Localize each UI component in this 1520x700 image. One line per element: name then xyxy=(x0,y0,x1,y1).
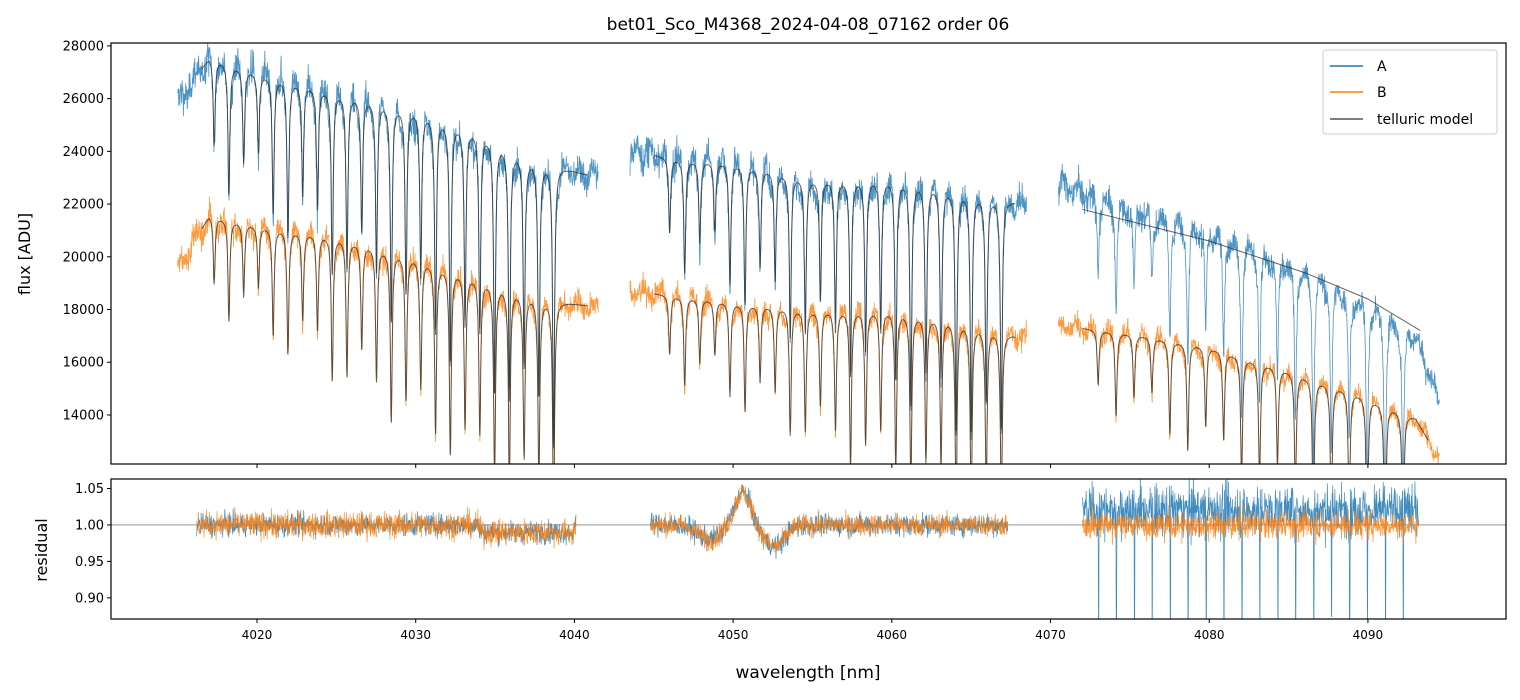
x-tick-label: 4090 xyxy=(1353,628,1384,642)
telluric-model-b-segment-0 xyxy=(201,218,587,464)
y-tick-label: 22000 xyxy=(63,198,104,213)
residual-y-tick-label: 1.00 xyxy=(75,518,104,533)
x-tick-label: 4060 xyxy=(877,628,908,642)
y-tick-label: 24000 xyxy=(63,145,104,160)
x-tick-label: 4080 xyxy=(1194,628,1225,642)
residual-y-tick-label: 0.90 xyxy=(75,591,104,606)
y-tick-label: 18000 xyxy=(63,303,104,318)
legend-label-b: B xyxy=(1377,85,1387,101)
x-tick-label: 4040 xyxy=(559,628,590,642)
flux-panel-frame xyxy=(110,42,1507,465)
residual-b-segment-1 xyxy=(650,484,1009,553)
legend-label-model: telluric model xyxy=(1377,112,1473,128)
flux-panel xyxy=(177,43,1440,464)
x-tick-label: 4070 xyxy=(1035,628,1066,642)
series-b-segment-2 xyxy=(1058,310,1440,464)
telluric-model-a-segment-2 xyxy=(1082,208,1421,332)
series-a-segment-1 xyxy=(629,135,1027,441)
telluric-model-a-segment-1 xyxy=(653,155,1016,432)
residual-b-segment-2 xyxy=(1081,503,1420,546)
x-tick-label: 4020 xyxy=(242,628,273,642)
series-a-segment-2 xyxy=(1058,163,1440,464)
residual-y-tick-label: 1.05 xyxy=(75,482,104,497)
telluric-model-b-segment-1 xyxy=(653,293,1016,464)
residual-panel-frame xyxy=(110,478,1507,620)
y-tick-label: 16000 xyxy=(63,356,104,371)
legend: A B telluric model xyxy=(1322,49,1498,135)
chart-title: bet01_Sco_M4368_2024-04-08_07162 order 0… xyxy=(607,15,1010,35)
y-tick-label: 26000 xyxy=(63,92,104,107)
residual-y-tick-label: 0.95 xyxy=(75,555,104,570)
residual-panel xyxy=(111,479,1506,619)
y-tick-label: 14000 xyxy=(63,408,104,423)
series-b-segment-0 xyxy=(177,196,599,464)
series-b-segment-1 xyxy=(629,271,1027,464)
telluric-model-b-segment-2 xyxy=(1082,328,1429,464)
bottom-ylabel: residual xyxy=(32,518,51,581)
x-tick-label: 4050 xyxy=(718,628,749,642)
top-ylabel: flux [ADU] xyxy=(15,213,34,295)
x-tick-label: 4030 xyxy=(400,628,431,642)
y-tick-label: 28000 xyxy=(63,39,104,54)
residual-b-segment-0 xyxy=(196,506,577,551)
legend-label-a: A xyxy=(1377,59,1387,75)
telluric-model-a-segment-0 xyxy=(201,61,588,449)
x-axis-label: wavelength [nm] xyxy=(735,663,880,683)
y-tick-label: 20000 xyxy=(63,250,104,265)
